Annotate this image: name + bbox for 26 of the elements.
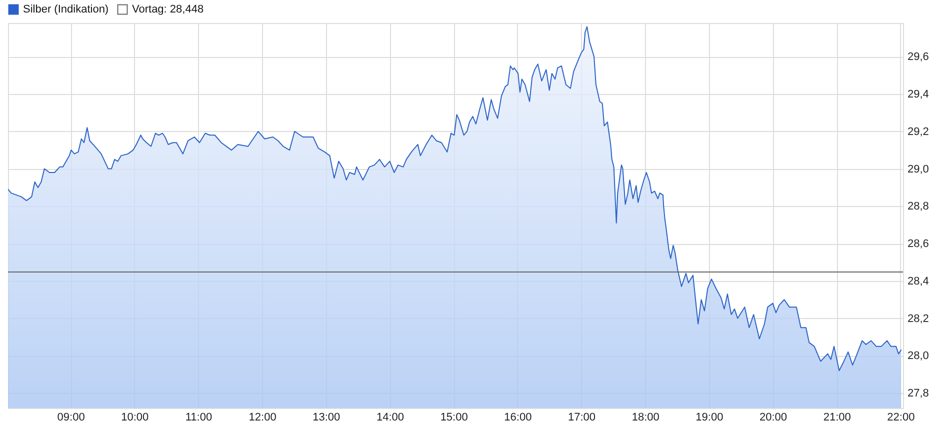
- x-tick-label: 13:00: [312, 412, 340, 424]
- x-tick-label: 15:00: [440, 412, 468, 424]
- x-tick-label: 21:00: [823, 412, 851, 424]
- y-tick-label: 29,6: [908, 51, 929, 64]
- y-tick-label: 29,2: [908, 126, 929, 138]
- x-tick-label: 11:00: [185, 412, 212, 424]
- y-tick-label: 28,6: [908, 238, 929, 250]
- y-tick-label: 28,2: [908, 312, 929, 325]
- y-tick-label: 28,0: [908, 350, 929, 362]
- y-tick-label: 29,0: [908, 163, 929, 176]
- x-tick-label: 16:00: [504, 412, 532, 424]
- y-tick-label: 27,8: [908, 388, 929, 400]
- x-tick-label: 20:00: [760, 412, 788, 424]
- y-tick-label: 28,4: [908, 275, 929, 288]
- y-tick-label: 29,4: [908, 88, 929, 101]
- x-tick-label: 22:00: [887, 412, 915, 424]
- x-tick-label: 10:00: [121, 412, 149, 424]
- y-tick-label: 28,8: [908, 200, 929, 213]
- x-tick-label: 09:00: [57, 412, 85, 424]
- legend-label: Silber (Indikation): [23, 4, 109, 16]
- x-tick-label: 18:00: [632, 412, 660, 424]
- x-tick-label: 17:00: [568, 412, 596, 424]
- x-tick-label: 19:00: [696, 412, 724, 424]
- x-tick-label: 12:00: [248, 412, 276, 424]
- x-tick-label: 14:00: [376, 412, 404, 424]
- legend-label: Vortag: 28,448: [132, 4, 204, 16]
